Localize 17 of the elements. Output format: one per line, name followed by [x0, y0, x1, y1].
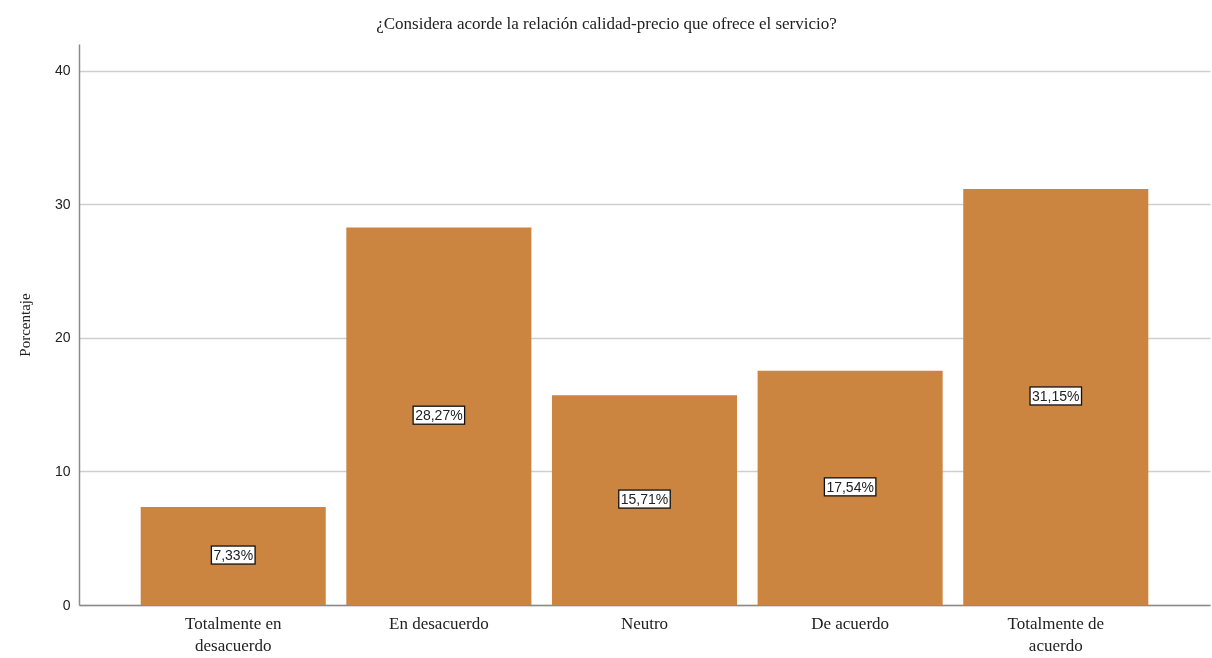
- x-tick-label: De acuerdo: [811, 613, 890, 633]
- chart-title: ¿Considera acorde la relación calidad-precio que ofrece el servicio?: [376, 14, 837, 33]
- y-tick-label: 0: [62, 596, 71, 613]
- y-axis-title: Porcentaje: [16, 293, 33, 357]
- y-tick-label: 40: [54, 62, 71, 79]
- bar: [757, 370, 943, 605]
- y-tick-label: 30: [54, 195, 71, 212]
- x-tick-label: Totalmente en desacuerdo: [184, 613, 282, 655]
- bar: [963, 188, 1149, 605]
- y-tick-label: 10: [54, 462, 71, 479]
- bar: [140, 507, 326, 605]
- x-tick-label: En desacuerdo: [389, 613, 489, 633]
- x-tick-label: Totalmente de acuerdo: [1007, 613, 1105, 655]
- y-tick-label: 20: [54, 329, 71, 346]
- bar: [551, 395, 738, 605]
- bar: [346, 227, 532, 605]
- x-tick-label: Neutro: [620, 613, 669, 633]
